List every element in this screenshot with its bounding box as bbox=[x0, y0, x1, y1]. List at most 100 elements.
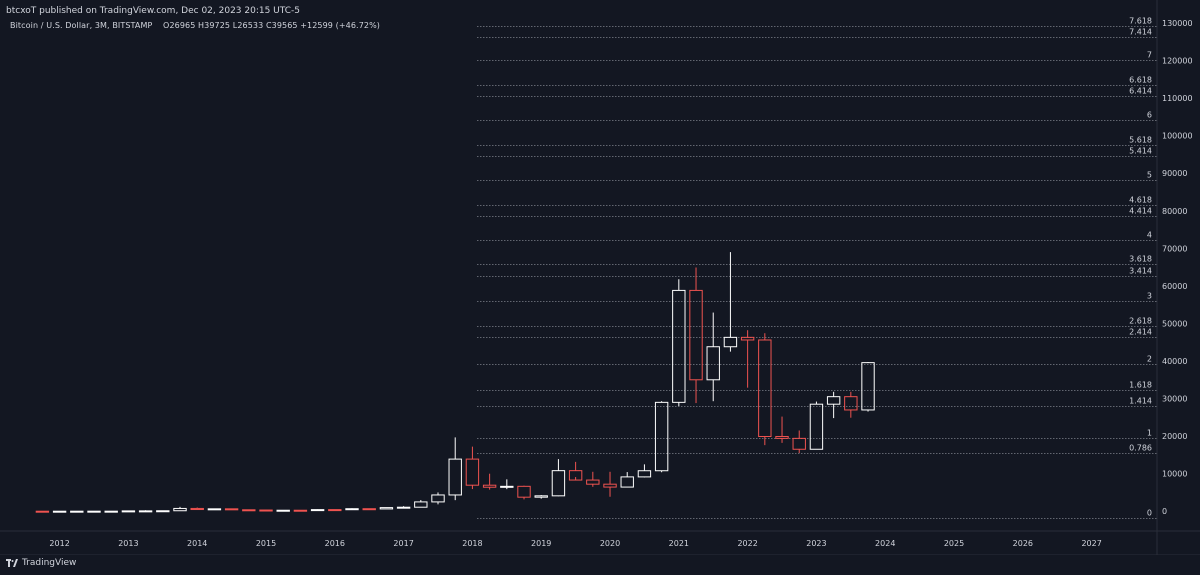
time-tick-label: 2012 bbox=[49, 539, 69, 548]
candle[interactable] bbox=[654, 401, 669, 473]
candle-body bbox=[568, 470, 583, 481]
candle[interactable] bbox=[207, 508, 222, 511]
candle[interactable] bbox=[672, 279, 686, 407]
candle[interactable] bbox=[414, 500, 428, 508]
candle[interactable] bbox=[809, 401, 824, 450]
candle[interactable] bbox=[431, 492, 445, 505]
high-label: H bbox=[198, 21, 205, 30]
time-tick-label: 2025 bbox=[944, 539, 964, 548]
candle[interactable] bbox=[259, 509, 273, 512]
fib-label-7: 7 bbox=[1147, 51, 1152, 60]
fib-label-6: 6 bbox=[1147, 111, 1152, 120]
candle-body bbox=[482, 484, 497, 488]
publisher-line: btcxoT published on TradingView.com, Dec… bbox=[6, 6, 300, 16]
candle[interactable] bbox=[792, 430, 806, 454]
candle-body bbox=[826, 396, 841, 405]
low-label: L bbox=[232, 21, 238, 30]
time-tick-label: 2020 bbox=[600, 539, 620, 548]
price-tick-label: 130000 bbox=[1162, 19, 1193, 28]
candle[interactable] bbox=[517, 485, 531, 500]
candle[interactable] bbox=[190, 507, 204, 511]
candle[interactable] bbox=[534, 495, 548, 499]
price-tick-label: 70000 bbox=[1162, 244, 1187, 253]
candle-body bbox=[844, 396, 858, 411]
candle[interactable] bbox=[310, 509, 325, 512]
candle-body bbox=[861, 362, 875, 411]
candle[interactable] bbox=[706, 312, 720, 402]
close-value: 39565 bbox=[271, 21, 298, 30]
close-label: C bbox=[265, 21, 272, 30]
candle[interactable] bbox=[603, 471, 617, 497]
time-tick-label: 2021 bbox=[669, 539, 689, 548]
candle[interactable] bbox=[844, 391, 858, 418]
candle[interactable] bbox=[861, 362, 875, 412]
candle[interactable] bbox=[276, 509, 290, 512]
price-candles[interactable] bbox=[35, 252, 875, 513]
symbol-title: Bitcoin / U.S. Dollar, 3M, BITSTAMP bbox=[10, 21, 153, 30]
time-tick-label: 2014 bbox=[187, 539, 207, 548]
candle[interactable] bbox=[173, 506, 187, 512]
candle[interactable] bbox=[551, 459, 566, 497]
candle-body bbox=[620, 476, 634, 488]
price-axis[interactable]: 0 10000 20000 30000 40000 50000 60000 70000 8000… bbox=[1162, 19, 1193, 516]
candle[interactable] bbox=[775, 416, 789, 443]
candle[interactable] bbox=[758, 333, 772, 446]
candle[interactable] bbox=[121, 510, 136, 513]
candle[interactable] bbox=[482, 473, 497, 490]
time-tick-label: 2026 bbox=[1013, 539, 1033, 548]
candle-body bbox=[121, 510, 136, 513]
fib-label-5: 5 bbox=[1147, 171, 1152, 180]
candle[interactable] bbox=[586, 471, 600, 487]
candle-body bbox=[156, 510, 170, 513]
fib-label-2: 2 bbox=[1147, 355, 1152, 364]
candle-body bbox=[517, 485, 531, 498]
candle[interactable] bbox=[138, 510, 153, 513]
candle[interactable] bbox=[156, 510, 170, 513]
candle[interactable] bbox=[70, 510, 84, 513]
candle-body bbox=[706, 346, 720, 381]
fib-label-2.618: 2.618 bbox=[1129, 317, 1152, 326]
candle[interactable] bbox=[362, 508, 376, 511]
candle[interactable] bbox=[689, 267, 703, 404]
candle-body bbox=[345, 508, 359, 511]
candle[interactable] bbox=[242, 509, 256, 512]
candle[interactable] bbox=[35, 510, 50, 513]
candle[interactable] bbox=[620, 472, 634, 488]
time-tick-label: 2023 bbox=[806, 539, 826, 548]
price-tick-label: 0 bbox=[1162, 507, 1167, 516]
candle-body bbox=[293, 509, 308, 512]
candle[interactable] bbox=[293, 509, 308, 512]
candle-body bbox=[70, 510, 84, 513]
candle[interactable] bbox=[379, 507, 394, 510]
candle[interactable] bbox=[224, 508, 239, 511]
candle-body bbox=[224, 508, 239, 511]
candle[interactable] bbox=[87, 510, 101, 513]
candle[interactable] bbox=[723, 252, 738, 352]
candle-body bbox=[740, 336, 755, 341]
fib-label-4: 4 bbox=[1147, 231, 1152, 240]
candle-body bbox=[396, 506, 411, 509]
fib-label-3.618: 3.618 bbox=[1129, 255, 1152, 264]
candle[interactable] bbox=[826, 391, 841, 419]
candle[interactable] bbox=[568, 461, 583, 481]
price-tick-label: 40000 bbox=[1162, 357, 1187, 366]
candle-body bbox=[87, 510, 101, 513]
time-axis[interactable]: 2012 2013 2014 2015 2016 2017 2018 2019 2020 2021… bbox=[49, 539, 1101, 548]
candle[interactable] bbox=[52, 510, 67, 513]
tradingview-logo[interactable]: TradingView bbox=[6, 558, 76, 568]
price-tick-label: 120000 bbox=[1162, 57, 1193, 66]
candle[interactable] bbox=[465, 446, 480, 490]
candle[interactable] bbox=[345, 508, 359, 511]
candle[interactable] bbox=[500, 479, 514, 490]
candle[interactable] bbox=[740, 330, 755, 388]
candle[interactable] bbox=[637, 464, 652, 478]
candle[interactable] bbox=[396, 506, 411, 509]
candle[interactable] bbox=[448, 437, 462, 501]
candle-body bbox=[207, 508, 222, 511]
legend-spacer bbox=[155, 21, 160, 30]
fib-label-1: 1 bbox=[1147, 429, 1152, 438]
candle[interactable] bbox=[328, 509, 342, 512]
candle[interactable] bbox=[104, 510, 118, 513]
fib-level-labels: 0 0.786 1 1.414 1.618 2 2.414 2.618 3 3.414 3.618 4… bbox=[1129, 17, 1152, 518]
